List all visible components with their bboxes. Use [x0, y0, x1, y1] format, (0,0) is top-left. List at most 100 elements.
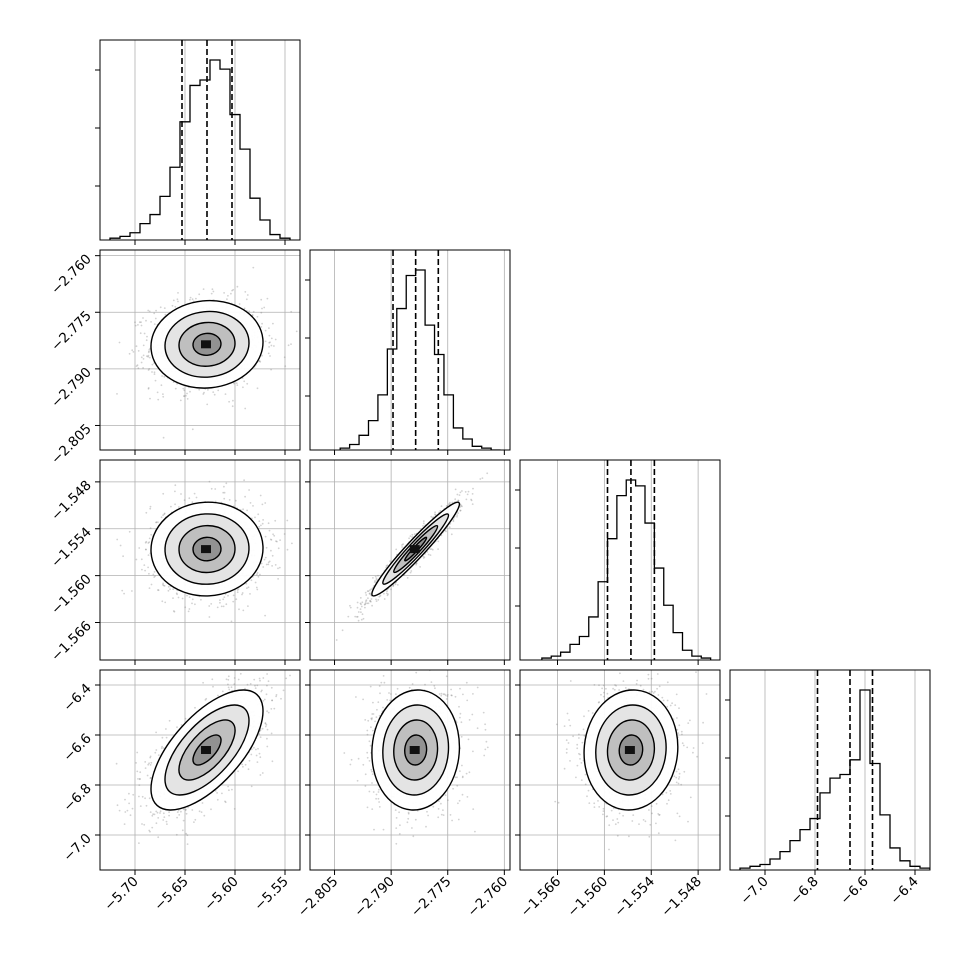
sample-point — [411, 536, 413, 538]
sample-point — [246, 382, 249, 385]
sample-point — [141, 823, 143, 825]
sample-point — [450, 533, 453, 536]
sample-point — [260, 562, 263, 565]
sample-point — [364, 602, 367, 604]
sample-point — [409, 571, 412, 574]
sample-point — [147, 351, 150, 354]
sample-point — [150, 761, 153, 764]
sample-point — [203, 814, 206, 817]
sample-point — [231, 289, 234, 292]
sample-point — [216, 606, 219, 609]
sample-point — [448, 503, 451, 505]
sample-point — [486, 472, 489, 475]
sample-point — [429, 548, 432, 550]
sample-point — [341, 629, 344, 632]
sample-point — [415, 562, 418, 565]
sample-point — [374, 575, 377, 578]
sample-point — [290, 310, 293, 313]
sample-point — [245, 582, 248, 585]
sample-point — [148, 350, 150, 353]
sample-point — [457, 499, 460, 502]
sample-point — [183, 395, 186, 397]
sample-point — [162, 514, 164, 517]
sample-point — [266, 673, 268, 675]
sample-point — [370, 600, 372, 603]
x-tick-label: −6.4 — [887, 874, 921, 908]
sample-point — [200, 811, 203, 813]
sample-point — [153, 571, 156, 573]
sample-point — [430, 515, 433, 518]
sample-point — [409, 535, 412, 537]
sample-point — [147, 554, 150, 556]
histogram-step — [339, 269, 501, 450]
sample-point — [235, 598, 238, 601]
sample-point — [223, 485, 225, 488]
sample-point — [379, 594, 382, 597]
sample-point — [188, 608, 191, 610]
sample-point — [283, 356, 286, 359]
sample-point — [456, 515, 458, 518]
density-peak — [201, 545, 211, 554]
sample-point — [149, 397, 151, 400]
sample-point — [260, 298, 263, 301]
sample-point — [284, 365, 287, 367]
sample-point — [225, 603, 228, 606]
sample-point — [137, 367, 140, 370]
sample-point — [471, 503, 474, 505]
sample-point — [148, 797, 151, 800]
sample-point — [237, 770, 240, 773]
sample-point — [181, 829, 184, 832]
sample-point — [422, 525, 424, 527]
sample-point — [135, 345, 138, 348]
sample-point — [431, 548, 434, 551]
sample-point — [128, 530, 131, 533]
sample-point — [366, 590, 369, 592]
sample-point — [169, 588, 171, 591]
sample-point — [138, 321, 141, 324]
sample-point — [225, 482, 228, 485]
sample-point — [191, 602, 193, 605]
sample-point — [184, 606, 187, 609]
sample-point — [143, 332, 146, 335]
histogram-panel-1 — [305, 249, 511, 455]
sample-point — [461, 505, 463, 508]
sample-point — [124, 811, 127, 813]
sample-point — [207, 389, 209, 391]
sample-point — [140, 361, 143, 364]
sample-point — [227, 675, 230, 678]
histogram-panel-3: −7.0 −6.8 −6.6 −6.4 — [725, 669, 931, 908]
sample-point — [232, 600, 235, 603]
sample-point — [219, 599, 221, 601]
sample-point — [191, 598, 194, 601]
sample-point — [241, 593, 243, 596]
sample-point — [132, 351, 135, 353]
sample-point — [434, 514, 437, 516]
sample-point — [188, 596, 191, 598]
sample-point — [182, 819, 185, 822]
sample-point — [162, 583, 164, 586]
sample-point — [257, 575, 260, 578]
sample-point — [363, 603, 366, 606]
sample-point — [264, 725, 267, 728]
sample-point — [116, 538, 119, 541]
sample-point — [264, 614, 266, 617]
sample-point — [481, 477, 484, 479]
sample-point — [157, 589, 160, 592]
sample-point — [415, 562, 418, 565]
sample-point — [149, 507, 152, 510]
sample-point — [264, 340, 267, 343]
sample-point — [210, 487, 213, 490]
sample-point — [258, 525, 261, 528]
sample-point — [467, 490, 470, 493]
sample-point — [238, 303, 241, 305]
sample-point — [437, 548, 439, 550]
sample-point — [465, 498, 468, 501]
sample-point — [256, 572, 259, 574]
sample-point — [459, 491, 462, 494]
sample-point — [176, 298, 179, 301]
sample-point — [448, 503, 450, 506]
sample-point — [392, 585, 395, 588]
sample-point — [369, 600, 371, 603]
sample-point — [286, 548, 289, 551]
